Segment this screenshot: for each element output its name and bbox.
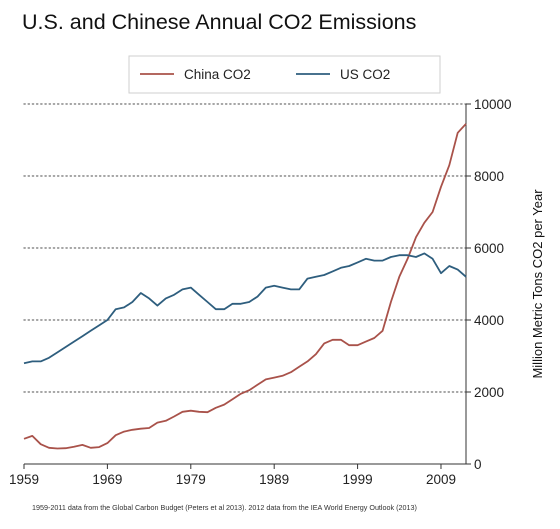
legend-box bbox=[128, 55, 441, 94]
x-tick-label: 1999 bbox=[343, 472, 373, 487]
x-tick-label: 1959 bbox=[9, 472, 39, 487]
axes: 0 2000 4000 6000 8000 10000 1959 1969 1979 1989 19… bbox=[9, 97, 512, 487]
legend: China CO2 US CO2 bbox=[128, 55, 441, 94]
y-tick-label: 4000 bbox=[474, 313, 504, 328]
y-tick-label: 2000 bbox=[474, 385, 504, 400]
series-line-us-co2 bbox=[23, 252, 467, 365]
series-lines bbox=[23, 123, 467, 450]
legend-label-us-co2: US CO2 bbox=[340, 67, 390, 82]
source-note: 1959-2011 data from the Global Carbon Bu… bbox=[32, 503, 417, 512]
y-axis-title: Million Metric Tons CO2 per Year bbox=[530, 189, 545, 379]
y-tick-label: 8000 bbox=[474, 169, 504, 184]
series-line-china-co2 bbox=[23, 123, 467, 450]
chart-title: U.S. and Chinese Annual CO2 Emissions bbox=[22, 10, 417, 34]
x-tick-label: 1989 bbox=[259, 472, 289, 487]
x-tick-label: 1969 bbox=[92, 472, 122, 487]
x-tick-label: 1979 bbox=[176, 472, 206, 487]
y-tick-label: 10000 bbox=[474, 97, 512, 112]
y-tick-label: 0 bbox=[474, 457, 482, 472]
x-tick-label: 2009 bbox=[426, 472, 456, 487]
y-tick-label: 6000 bbox=[474, 241, 504, 256]
gridlines bbox=[23, 103, 467, 393]
legend-label-china-co2: China CO2 bbox=[184, 67, 251, 82]
